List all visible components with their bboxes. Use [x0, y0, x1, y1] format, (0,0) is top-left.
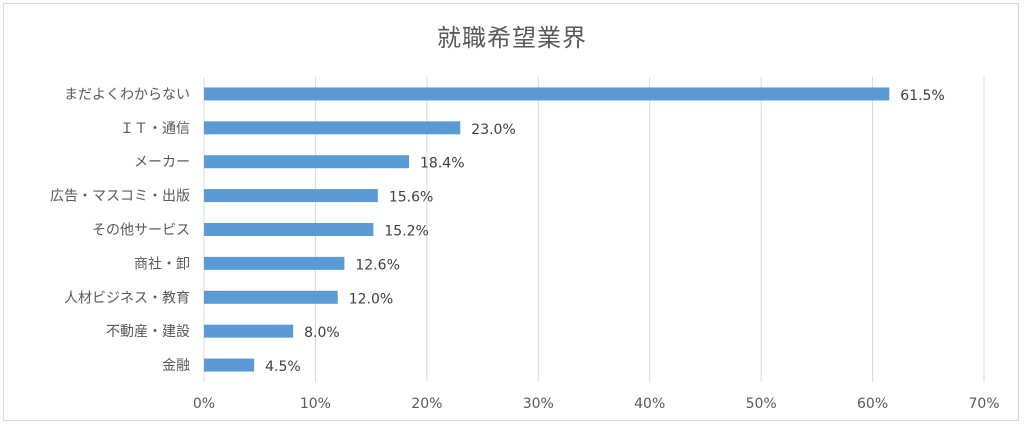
bar [204, 189, 378, 203]
x-tick-label: 20% [411, 396, 442, 412]
data-label: 23.0% [471, 122, 515, 138]
x-tick-label: 50% [746, 396, 777, 412]
bar [204, 256, 345, 270]
bar [204, 223, 374, 236]
category-label: 不動産・建設 [106, 324, 190, 340]
category-label: 広告・マスコミ・出版 [50, 189, 190, 205]
x-tick-label: 60% [857, 396, 888, 412]
data-label: 15.2% [384, 224, 428, 240]
data-label: 15.6% [389, 190, 433, 206]
bar [204, 358, 255, 372]
bar [204, 155, 410, 169]
chart-frame [3, 3, 1019, 421]
category-label: まだよくわからない [64, 87, 190, 103]
x-tick-label: 40% [634, 396, 665, 412]
category-label: 金融 [162, 358, 190, 374]
data-label: 4.5% [265, 359, 301, 375]
x-tick-label: 30% [523, 396, 554, 412]
category-label: 商社・卸 [134, 256, 190, 272]
category-label: 人材ビジネス・教育 [64, 290, 190, 306]
x-tick-label: 70% [968, 396, 999, 412]
bar [204, 121, 461, 135]
data-label: 12.0% [349, 291, 393, 307]
bar [204, 87, 890, 101]
data-label: 18.4% [420, 156, 464, 172]
data-label: 12.6% [355, 257, 399, 273]
data-label: 61.5% [900, 88, 944, 104]
category-label: ＩＴ・通信 [120, 121, 190, 137]
category-label: メーカー [134, 155, 190, 171]
bar [204, 290, 338, 304]
category-label: その他サービス [92, 223, 190, 239]
chart-title: 就職希望業界 [437, 24, 587, 52]
x-tick-label: 0% [193, 396, 215, 412]
x-tick-label: 10% [300, 396, 331, 412]
data-label: 8.0% [304, 325, 340, 341]
bar [204, 324, 294, 338]
